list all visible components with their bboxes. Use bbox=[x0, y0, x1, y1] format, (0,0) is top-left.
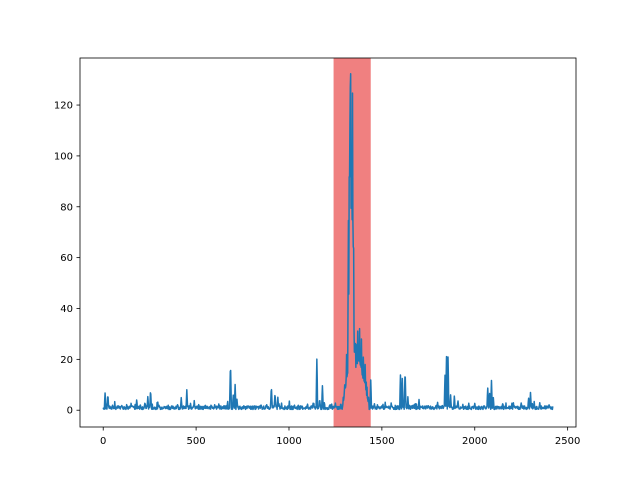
y-tick-label: 120 bbox=[54, 101, 73, 112]
axes-layer: 0 500 1000 1500 2000 2500 0 20 40 60 80 100 120 bbox=[54, 57, 580, 447]
series-line bbox=[102, 73, 554, 411]
x-tick-label: 2500 bbox=[555, 436, 580, 447]
x-tick-label: 0 bbox=[100, 436, 106, 447]
x-tick-label: 500 bbox=[187, 436, 206, 447]
x-tick-label: 1500 bbox=[369, 436, 394, 447]
y-tick-label: 20 bbox=[60, 355, 73, 366]
y-tick-label: 60 bbox=[60, 253, 73, 264]
y-tick-label: 100 bbox=[54, 151, 73, 162]
x-tick-label: 1000 bbox=[276, 436, 301, 447]
x-tick-label: 2000 bbox=[462, 436, 487, 447]
y-tick-label: 0 bbox=[67, 406, 73, 417]
axes-frame bbox=[79, 57, 577, 428]
plot-layer bbox=[102, 58, 554, 427]
y-tick-label: 80 bbox=[60, 202, 73, 213]
y-tick-label: 40 bbox=[60, 304, 73, 315]
